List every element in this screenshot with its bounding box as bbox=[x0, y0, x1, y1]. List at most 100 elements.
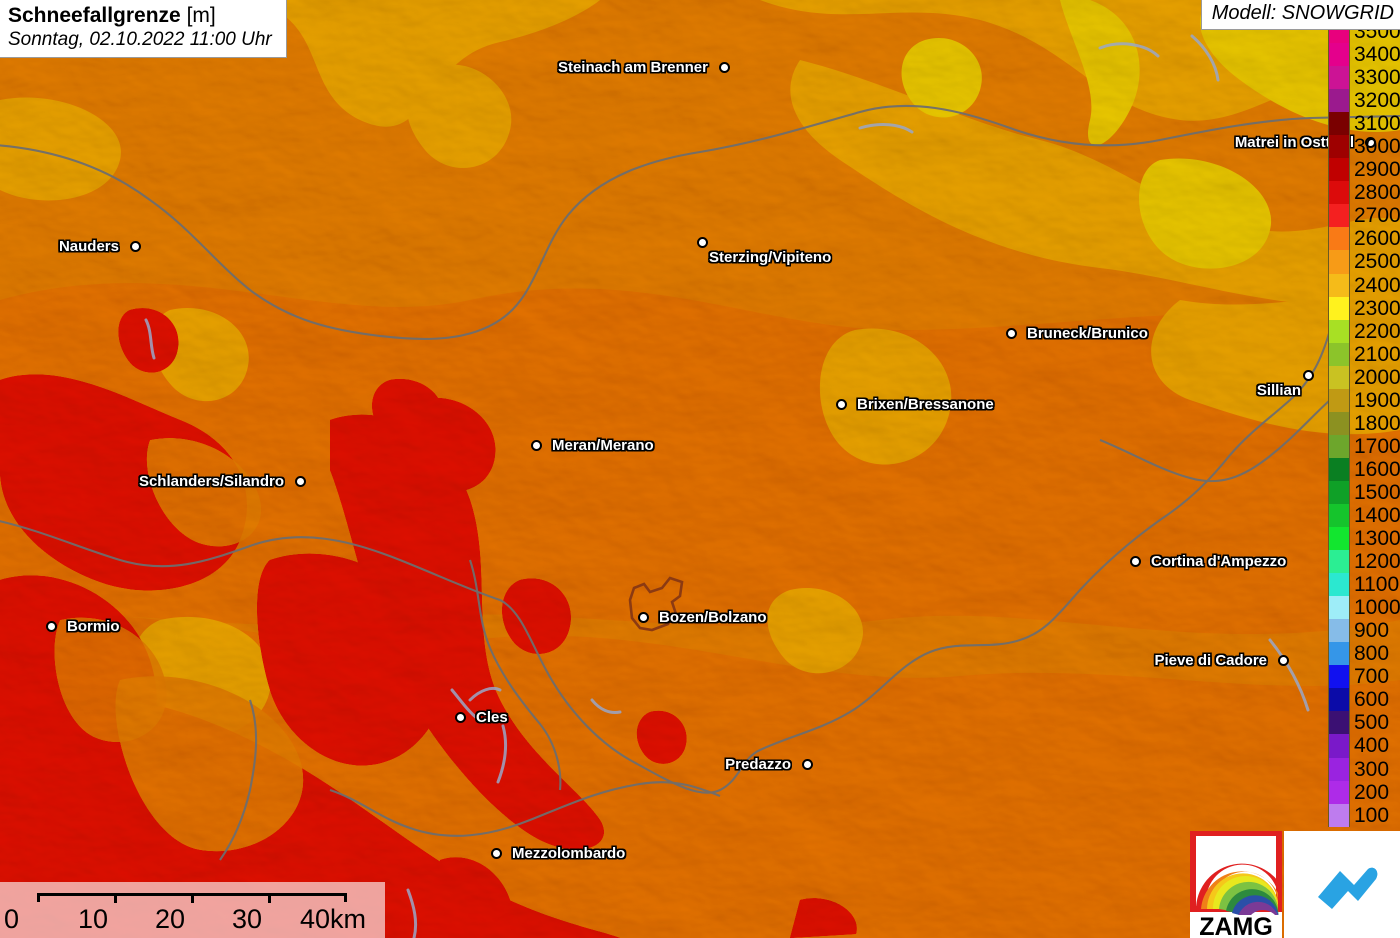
legend-row: 2700 bbox=[1328, 204, 1400, 228]
legend-swatch bbox=[1328, 227, 1350, 251]
city-label: Schlanders/Silandro bbox=[138, 473, 284, 490]
scale-label: 20 bbox=[155, 904, 186, 934]
legend-label: 1000 bbox=[1354, 596, 1400, 620]
legend-swatch bbox=[1328, 365, 1350, 389]
city-label: Predazzo bbox=[725, 756, 791, 773]
legend-label: 2000 bbox=[1354, 365, 1400, 389]
legend-row: 1000 bbox=[1328, 596, 1400, 620]
legend-row: 500 bbox=[1328, 711, 1400, 735]
legend-row: 2000 bbox=[1328, 365, 1400, 389]
legend-label: 800 bbox=[1354, 642, 1390, 666]
scale-label: 10 bbox=[78, 904, 109, 934]
legend-swatch bbox=[1328, 43, 1350, 67]
legend-label: 2900 bbox=[1354, 158, 1400, 182]
legend-row: 400 bbox=[1328, 734, 1400, 758]
city-dot-icon bbox=[801, 758, 813, 770]
city-label: Brixen/Bressanone bbox=[857, 396, 994, 413]
city-dot-icon bbox=[1302, 369, 1314, 381]
legend-label: 100 bbox=[1354, 803, 1390, 827]
city-dot-icon bbox=[454, 711, 466, 723]
city-dot-icon bbox=[294, 475, 306, 487]
legend-label: 1700 bbox=[1354, 434, 1400, 458]
city-label: Bruneck/Brunico bbox=[1027, 325, 1148, 342]
legend-row: 1400 bbox=[1328, 503, 1400, 528]
legend-label: 1100 bbox=[1354, 573, 1400, 597]
zamg-logo-text: ZAMG bbox=[1199, 913, 1273, 938]
legend-row: 200 bbox=[1328, 780, 1400, 804]
legend-label: 1600 bbox=[1354, 457, 1400, 481]
legend-swatch bbox=[1328, 734, 1350, 758]
title-unit: [m] bbox=[186, 4, 216, 27]
legend-swatch bbox=[1328, 457, 1350, 481]
legend-row: 1200 bbox=[1328, 550, 1400, 574]
legend-row: 1700 bbox=[1328, 434, 1400, 458]
legend-label: 2200 bbox=[1354, 319, 1400, 343]
border-lines bbox=[0, 104, 1400, 861]
legend-label: 3100 bbox=[1354, 112, 1400, 136]
scale-tick-20 bbox=[191, 893, 194, 903]
legend-swatch bbox=[1328, 342, 1350, 366]
model-box: Modell: SNOWGRID bbox=[1200, 0, 1400, 30]
scale-bar: 0 10 20 30 40km bbox=[0, 882, 385, 938]
legend-row: 300 bbox=[1328, 757, 1400, 781]
legend-swatch bbox=[1328, 250, 1350, 274]
legend-swatch bbox=[1328, 688, 1350, 712]
zamg-logo[interactable]: ZAMG bbox=[1190, 831, 1282, 938]
legend-swatch bbox=[1328, 89, 1350, 113]
bozen-city-boundary bbox=[628, 576, 684, 632]
legend-label: 2800 bbox=[1354, 181, 1400, 205]
legend-row: 2200 bbox=[1328, 319, 1400, 343]
city-dot-icon bbox=[530, 439, 542, 451]
legend-swatch bbox=[1328, 503, 1350, 528]
legend-row: 3100 bbox=[1328, 112, 1400, 136]
legend-row: 2100 bbox=[1328, 342, 1400, 366]
legend-swatch bbox=[1328, 204, 1350, 228]
legend-swatch bbox=[1328, 112, 1350, 136]
legend-swatch bbox=[1328, 642, 1350, 666]
legend-label: 3300 bbox=[1354, 66, 1400, 90]
legend-row: 1600 bbox=[1328, 457, 1400, 481]
legend-label: 600 bbox=[1354, 688, 1390, 712]
legend-row: 100 bbox=[1328, 803, 1400, 827]
legend-swatch bbox=[1328, 388, 1350, 412]
legend-swatch bbox=[1328, 803, 1350, 827]
legend-label: 200 bbox=[1354, 780, 1390, 804]
legend-label: 3400 bbox=[1354, 43, 1400, 67]
scale-label: 0 bbox=[4, 904, 20, 934]
river-lines bbox=[144, 34, 1310, 938]
mountain-arrow-icon bbox=[1318, 867, 1378, 909]
legend-row: 900 bbox=[1328, 619, 1400, 643]
legend-row: 1300 bbox=[1328, 527, 1400, 551]
city-label: Cortina d'Ampezzo bbox=[1151, 553, 1287, 570]
legend-row: 2400 bbox=[1328, 273, 1400, 297]
city-label: Sillian bbox=[1256, 382, 1301, 399]
legend-swatch bbox=[1328, 434, 1350, 458]
legend-swatch bbox=[1328, 757, 1350, 781]
legend-row: 3200 bbox=[1328, 89, 1400, 113]
legend-row: 2500 bbox=[1328, 250, 1400, 274]
legend-label: 1400 bbox=[1354, 504, 1400, 527]
scale-tick-10 bbox=[114, 893, 117, 903]
city-dot-icon bbox=[718, 61, 730, 73]
city-dot-icon bbox=[696, 236, 708, 248]
legend-swatch bbox=[1328, 619, 1350, 643]
legend-label: 900 bbox=[1354, 619, 1390, 643]
city-dot-icon bbox=[835, 398, 847, 410]
legend-label: 2100 bbox=[1354, 342, 1400, 366]
legend-label: 1500 bbox=[1354, 480, 1400, 504]
legend-swatch bbox=[1328, 550, 1350, 574]
geosphere-logo[interactable] bbox=[1284, 831, 1400, 938]
legend-row: 2600 bbox=[1328, 227, 1400, 251]
legend-row: 1900 bbox=[1328, 388, 1400, 412]
legend-swatch bbox=[1328, 596, 1350, 620]
legend-swatch bbox=[1328, 480, 1350, 504]
legend-label: 2500 bbox=[1354, 250, 1400, 274]
city-label: Bozen/Bolzano bbox=[659, 609, 767, 626]
page-title: Schneefallgrenze [m] bbox=[8, 3, 272, 28]
scale-label: 30 bbox=[232, 904, 263, 934]
legend-label: 2400 bbox=[1354, 273, 1400, 297]
color-scale-legend[interactable]: 3500 3400 3300 3200 3100 3000 2900 2800 2700 2600… bbox=[1328, 20, 1400, 827]
